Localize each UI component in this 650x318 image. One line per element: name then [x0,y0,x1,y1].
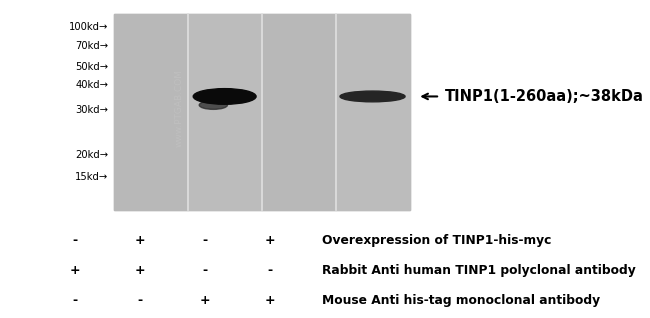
Bar [114,14,410,210]
Text: +: + [265,294,275,307]
Text: 50kd→: 50kd→ [75,62,109,72]
Text: -: - [72,294,77,307]
Text: Mouse Anti his-tag monoclonal antibody: Mouse Anti his-tag monoclonal antibody [322,294,600,307]
Text: +: + [70,264,80,277]
Text: Rabbit Anti human TINP1 polyclonal antibody: Rabbit Anti human TINP1 polyclonal antib… [322,264,636,277]
Text: +: + [265,234,275,246]
Text: -: - [202,234,207,246]
Text: 40kd→: 40kd→ [75,80,109,90]
Text: +: + [135,264,145,277]
Text: TINP1(1-260aa);~38kDa: TINP1(1-260aa);~38kDa [445,89,644,104]
Text: -: - [202,264,207,277]
Bar [335,14,410,210]
Text: 70kd→: 70kd→ [75,41,109,51]
Text: 30kd→: 30kd→ [75,105,109,115]
Text: +: + [135,234,145,246]
Bar [261,14,335,210]
Ellipse shape [199,101,228,109]
Text: -: - [267,264,272,277]
Ellipse shape [340,91,405,102]
Text: +: + [200,294,210,307]
Text: 20kd→: 20kd→ [75,150,109,160]
Ellipse shape [193,89,256,104]
Text: www.PTGAB.COM: www.PTGAB.COM [174,69,183,147]
Text: Overexpression of TINP1-his-myc: Overexpression of TINP1-his-myc [322,234,551,246]
Bar [114,14,188,210]
Text: 15kd→: 15kd→ [75,172,109,182]
Text: 100kd→: 100kd→ [69,22,109,32]
Bar [188,14,261,210]
Text: -: - [137,294,142,307]
Text: -: - [72,234,77,246]
